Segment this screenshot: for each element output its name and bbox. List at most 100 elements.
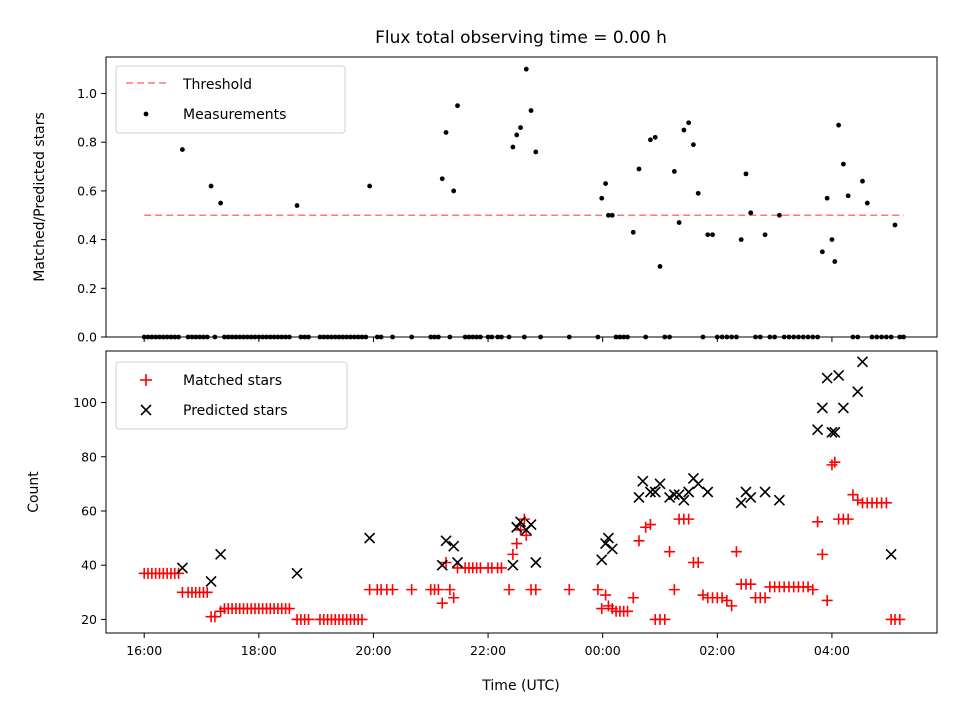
measurements-point bbox=[892, 222, 898, 228]
measurements-point bbox=[613, 334, 619, 340]
measurements-point bbox=[671, 169, 677, 174]
matched-stars-point bbox=[745, 578, 757, 590]
predicted-stars-point bbox=[837, 402, 849, 414]
measurements-point bbox=[201, 334, 206, 340]
measurements-point bbox=[157, 334, 162, 340]
matched-stars-point bbox=[759, 592, 771, 604]
ratio-y-tick-label: 0.2 bbox=[77, 281, 97, 296]
predicted-stars-point bbox=[596, 554, 608, 566]
measurements-point bbox=[506, 334, 512, 340]
predicted-stars-legend-swatch bbox=[140, 404, 152, 416]
measurements-point bbox=[603, 181, 608, 187]
predicted-stars-point bbox=[649, 486, 661, 498]
predicted-stars-point bbox=[176, 562, 188, 574]
matched-stars-point bbox=[894, 613, 906, 625]
matched-stars-point bbox=[821, 594, 833, 606]
count-y-tick-label: 80 bbox=[81, 449, 97, 464]
measurements-point bbox=[518, 125, 523, 131]
matched-stars-series bbox=[138, 456, 906, 625]
measurements-point bbox=[714, 334, 720, 340]
measurements-point bbox=[719, 334, 725, 340]
matched-stars-point bbox=[283, 603, 295, 615]
predicted-stars-point bbox=[364, 532, 376, 544]
measurements-point bbox=[168, 334, 174, 340]
measurements-point bbox=[595, 334, 601, 340]
matched-stars-point bbox=[600, 589, 612, 601]
measurements-point bbox=[734, 334, 739, 340]
measurements-point bbox=[176, 334, 181, 340]
measurements-point bbox=[252, 334, 258, 340]
measurements-point bbox=[510, 144, 516, 150]
measurements-point bbox=[729, 334, 735, 340]
predicted-stars-point bbox=[833, 369, 845, 381]
measurements-point bbox=[786, 334, 792, 340]
measurements-point bbox=[466, 334, 472, 340]
ratio-legend-box bbox=[115, 65, 346, 134]
count-x-tick-label: 20:00 bbox=[355, 643, 391, 658]
measurements-point bbox=[244, 334, 250, 340]
predicted-stars-point bbox=[530, 556, 542, 569]
measurements-point bbox=[141, 334, 147, 340]
measurements-point bbox=[248, 334, 254, 340]
measurements-point bbox=[776, 212, 782, 218]
measurements-point bbox=[455, 103, 460, 109]
measurements-point bbox=[850, 334, 856, 340]
ratio-plot-area bbox=[105, 56, 938, 338]
measurements-point bbox=[286, 334, 292, 340]
ratio-y-tick-label: 0.4 bbox=[77, 232, 97, 247]
measurements-point bbox=[805, 334, 811, 340]
matched-stars-point bbox=[721, 594, 733, 606]
count-x-tick-label: 22:00 bbox=[470, 643, 506, 658]
measurements-point bbox=[260, 334, 266, 340]
measurements-point bbox=[599, 195, 605, 201]
measurements-point bbox=[149, 334, 155, 340]
predicted-stars-point bbox=[826, 426, 838, 438]
matched-stars-point bbox=[633, 535, 645, 547]
measurements-point bbox=[436, 334, 441, 340]
predicted-stars-point bbox=[451, 556, 464, 569]
matched-stars-point bbox=[302, 613, 314, 625]
measurements-point bbox=[617, 334, 623, 340]
matched-stars-point bbox=[173, 567, 185, 579]
measurements-point bbox=[606, 212, 611, 218]
measurements-point bbox=[840, 161, 846, 167]
measurements-point bbox=[705, 232, 711, 238]
measurements-point bbox=[489, 334, 495, 340]
measurements-point bbox=[700, 334, 706, 340]
measurements-point bbox=[294, 203, 300, 208]
measurements-point bbox=[256, 334, 262, 340]
ratio-y-axis-label: Matched/Predicted stars bbox=[32, 112, 48, 282]
measurements-point bbox=[829, 237, 835, 243]
measurements-legend-swatch bbox=[143, 111, 149, 117]
measurements-point bbox=[648, 137, 653, 143]
predicted-stars-point bbox=[812, 424, 824, 436]
measurements-point bbox=[204, 334, 210, 340]
measurements-point bbox=[832, 259, 838, 264]
predicted-stars-point bbox=[692, 478, 704, 490]
matched-stars-point bbox=[826, 459, 838, 471]
ratio-plot-marks bbox=[141, 66, 906, 340]
measurements-point bbox=[869, 334, 875, 340]
count-y-axis: 20 40 60 80 100 bbox=[73, 395, 106, 627]
measurements-point bbox=[781, 334, 787, 340]
predicted-stars-point bbox=[668, 489, 680, 501]
ratio-y-tick-label: 0.0 bbox=[77, 330, 97, 345]
matched-stars-point bbox=[436, 597, 448, 609]
predicted-stars-point bbox=[816, 402, 828, 414]
predicted-stars-point bbox=[215, 548, 227, 560]
measurements-point bbox=[279, 334, 285, 340]
measurements-point bbox=[724, 334, 730, 340]
predicted-stars-point bbox=[885, 548, 897, 560]
predicted-stars-point bbox=[829, 426, 841, 438]
measurements-point bbox=[462, 334, 468, 340]
predicted-stars-point bbox=[507, 559, 519, 571]
measurements-point bbox=[819, 249, 825, 255]
measurements-point bbox=[432, 334, 437, 340]
threshold-legend-label: Threshold bbox=[182, 77, 252, 93]
matched-stars-point bbox=[726, 600, 738, 612]
measurements-point bbox=[302, 334, 308, 340]
matched-stars-point bbox=[697, 589, 709, 601]
measurements-point bbox=[374, 334, 380, 340]
predicted-stars-point bbox=[205, 575, 217, 588]
